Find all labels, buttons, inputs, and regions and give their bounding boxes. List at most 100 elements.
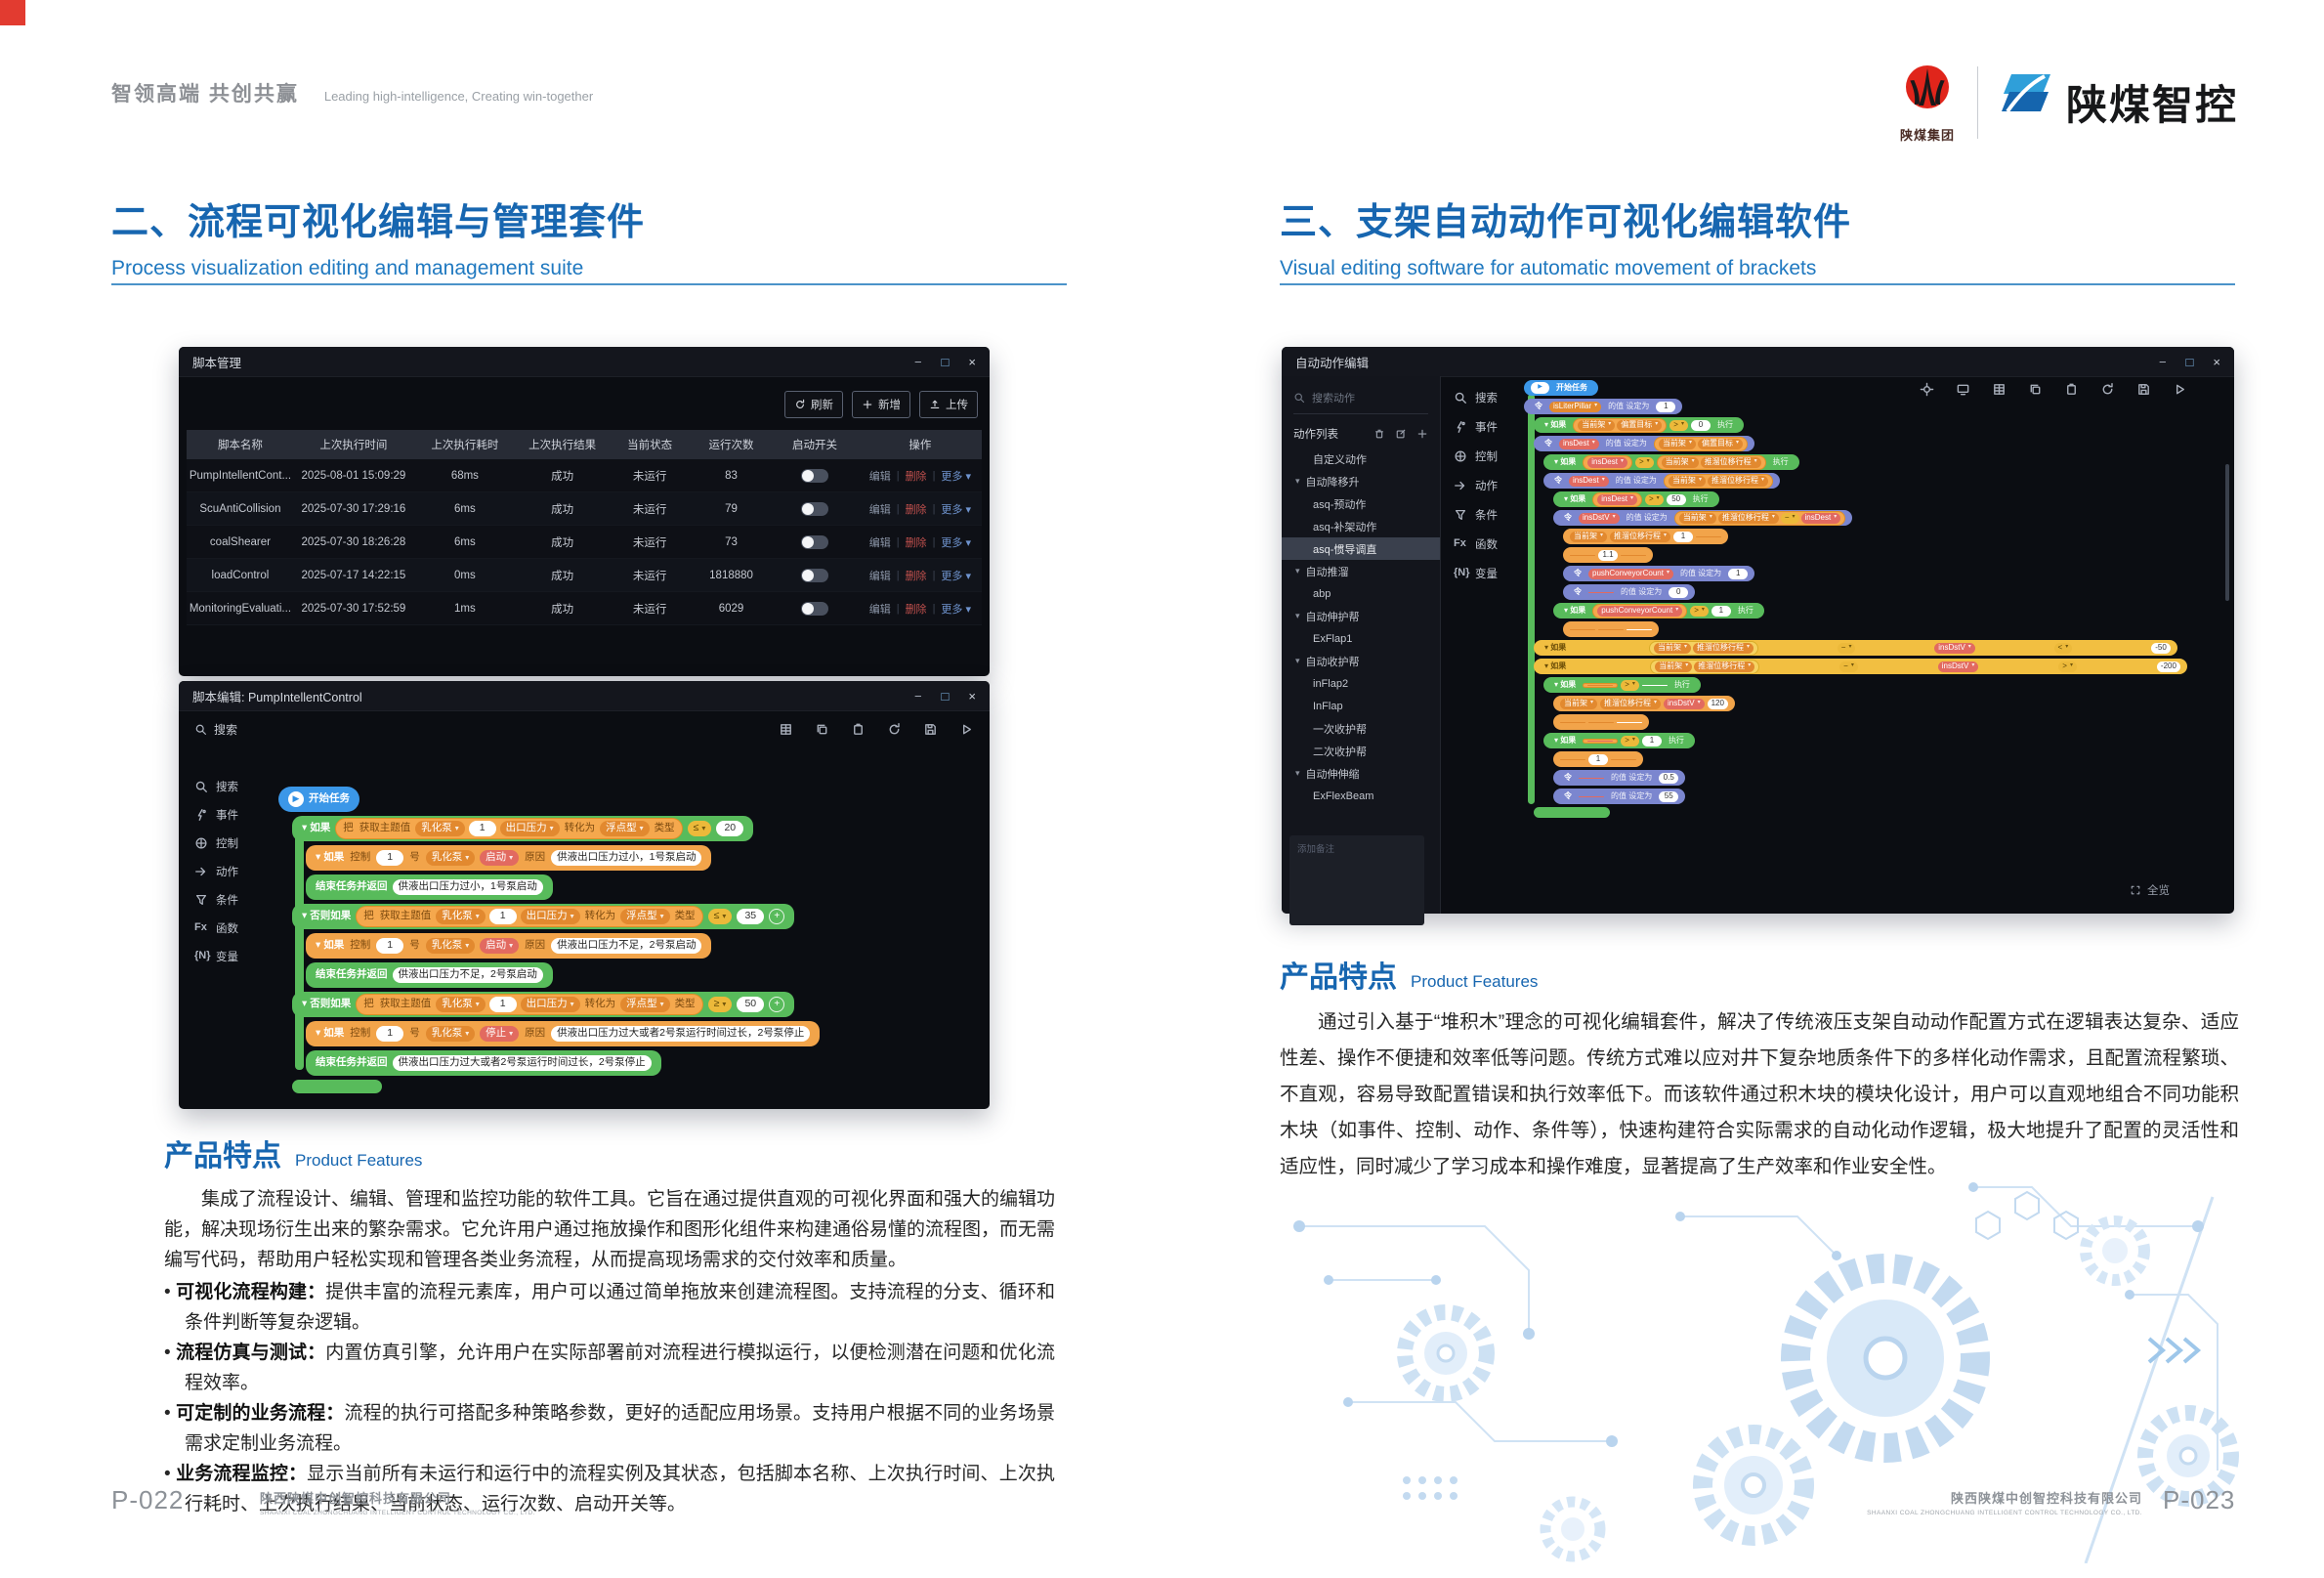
block-chip[interactable]: − ▾	[1780, 512, 1799, 524]
code-block[interactable]: 令 的值 设定为 55	[1553, 789, 1686, 804]
block-chip[interactable]: 供液出口压力过大或者2号泵运行时间过长，2号泵停止	[392, 1054, 652, 1072]
block-chip[interactable]	[1570, 628, 1595, 630]
block-capsule[interactable]: 当前架 ▾ 偏置目标 ▾	[1573, 417, 1668, 433]
tree-item-inFlap2[interactable]: inFlap2	[1282, 672, 1440, 695]
more-link[interactable]: 更多 ▾	[941, 603, 971, 616]
minimize-button[interactable]: −	[913, 354, 922, 369]
palette-item-变量[interactable]: {N} 变量	[194, 949, 238, 964]
block-chip[interactable]	[1598, 628, 1624, 630]
pointer-icon[interactable]	[1920, 382, 1934, 397]
code-block[interactable]: ▾ 如果 当前架 ▾ 偏置目标 ▾ > ▾ 0 执行	[1534, 417, 1744, 433]
code-block[interactable]	[292, 1080, 382, 1093]
block-chip[interactable]: > ▾	[1634, 456, 1654, 468]
code-block[interactable]: 结束任务并返回 供液出口压力过小，1号泵启动	[306, 874, 553, 900]
code-block[interactable]: 令 insDest ▾ 的值 设定为 当前架 ▾ 偏置目标 ▾	[1534, 436, 1754, 451]
block-chip[interactable]: 供液出口压力过小，1号泵启动	[392, 878, 543, 896]
toggle-switch[interactable]	[801, 468, 829, 483]
table-row[interactable]: ScuAntiCollision 2025-07-30 17:29:16 6ms 成功…	[187, 492, 982, 526]
trash-icon[interactable]	[1373, 428, 1385, 440]
add-icon[interactable]: +	[769, 997, 785, 1012]
block-capsule[interactable]: 把获取主题值 乳化泵 ▾ 1 出口压力 ▾ 转化为 浮点型 ▾ 类型	[335, 817, 683, 840]
block-chip[interactable]: 乳化泵 ▾	[425, 1025, 476, 1043]
close-button[interactable]: ×	[968, 354, 976, 369]
code-block[interactable]: ▾ 如果 控制 1 号乳化泵 ▾ 停止 ▾ 原因 供液出口压力过大或者2号泵运行时间过长，2号泵…	[306, 1021, 821, 1046]
block-chip[interactable]: 偏置目标 ▾	[1617, 419, 1663, 431]
tree-item-asq-预动作[interactable]: asq-预动作	[1282, 492, 1440, 515]
palette-item-动作[interactable]: 动作	[194, 864, 238, 879]
code-block[interactable]: 当前架 ▾ 推溜位移行程 ▾ 1	[1563, 529, 1729, 544]
copy-icon[interactable]	[815, 722, 829, 737]
more-link[interactable]: 更多 ▾	[941, 570, 971, 582]
tree-item-asq-补架动作[interactable]: asq-补架动作	[1282, 515, 1440, 537]
block-chip[interactable]	[1627, 628, 1652, 630]
code-block[interactable]: ▾ 如果 > ▾ 执行	[1543, 677, 1701, 693]
palette-item-函数[interactable]: Fx 函数	[194, 920, 238, 936]
block-capsule[interactable]: insDest ▾	[1583, 454, 1632, 470]
block-chip[interactable]: − ▾	[1839, 661, 1858, 672]
block-chip[interactable]	[1621, 554, 1646, 556]
block-chip[interactable]: 乳化泵 ▾	[425, 849, 476, 867]
code-block[interactable]: ▾ 如果 > ▾ 1 执行	[1543, 733, 1695, 748]
block-chip[interactable]: 浮点型 ▾	[620, 908, 670, 925]
code-block[interactable]: 令 insDstV ▾ 的值 设定为 当前架 ▾ 推溜位移行程 ▾ − ▾ insDest ▾	[1553, 510, 1853, 526]
block-capsule[interactable]: 当前架 ▾ 推溜位移行程 ▾	[1656, 454, 1766, 470]
code-block[interactable]: ▾ 如果 insDest ▾ > ▾ 当前架 ▾ 推溜位移行程 ▾ 执行	[1543, 454, 1799, 470]
code-block[interactable]: 令 pushConveyorCount ▾ 的值 设定为 1	[1563, 566, 1755, 581]
block-chip[interactable]	[1560, 758, 1585, 760]
code-block[interactable]: ▾ 如果把获取主题值 乳化泵 ▾ 1 出口压力 ▾ 转化为 浮点型 ▾ 类型 ≤ ▾ 20	[292, 816, 754, 841]
block-chip[interactable]	[1611, 758, 1636, 760]
note-input[interactable]: 添加备注	[1289, 835, 1424, 925]
block-chip[interactable]: 当前架 ▾	[1668, 475, 1706, 487]
delete-link[interactable]: 删除	[905, 570, 927, 582]
block-chip[interactable]	[1587, 740, 1614, 742]
block-chip[interactable]: > ▾	[1690, 605, 1709, 617]
block-chip[interactable]: 供液出口压力过小，1号泵启动	[551, 849, 702, 867]
edit-link[interactable]: 编辑	[868, 570, 891, 582]
minimize-button[interactable]: −	[2158, 354, 2167, 369]
code-block[interactable]	[1563, 621, 1659, 637]
block-chip[interactable]	[1588, 721, 1614, 723]
script-manager-titlebar[interactable]: 脚本管理 − □ ×	[179, 347, 990, 377]
palette-item-变量[interactable]: {N} 变量	[1454, 566, 1498, 581]
block-chip[interactable]	[1696, 535, 1722, 537]
plus-icon[interactable]	[1416, 428, 1428, 440]
close-button[interactable]: ×	[968, 688, 976, 704]
block-chip[interactable]: 当前架 ▾	[1661, 456, 1699, 468]
block-chip[interactable]: 1	[1673, 531, 1694, 542]
block-capsule[interactable]: 把获取主题值 乳化泵 ▾ 1 出口压力 ▾ 转化为 浮点型 ▾ 类型	[356, 993, 703, 1016]
block-chip[interactable]: > ▾	[1621, 735, 1639, 746]
play-icon[interactable]: ▶	[1531, 382, 1549, 394]
toggle-switch[interactable]	[801, 501, 829, 516]
plus-icon[interactable]	[862, 399, 873, 410]
palette-item-搜索[interactable]: 搜索	[1454, 390, 1498, 405]
palette-item-事件[interactable]: 事件	[1454, 419, 1498, 435]
block-chip[interactable]: insDstV ▾	[1937, 661, 1979, 672]
action-search-input[interactable]: 搜索动作	[1293, 390, 1428, 414]
code-block[interactable]: 令 isLiterPillar ▾ 的值 设定为 1	[1524, 399, 1683, 414]
tree-item-二次收护帮[interactable]: 二次收护帮	[1282, 740, 1440, 762]
block-chip[interactable]: 推溜位移行程 ▾	[1693, 642, 1754, 654]
refresh-icon[interactable]	[2100, 382, 2115, 397]
add-icon[interactable]: +	[769, 909, 785, 924]
code-block[interactable]: 结束任务并返回 供液出口压力不足，2号泵启动	[306, 962, 553, 988]
grid-icon[interactable]	[1992, 382, 2007, 397]
block-chip[interactable]: 偏置目标 ▾	[1697, 438, 1743, 449]
code-block[interactable]: ▾ 否则如果把获取主题值 乳化泵 ▾ 1 出口压力 ▾ 转化为 浮点型 ▾ 类型 ≤ ▾ 35 +	[292, 904, 795, 929]
code-block[interactable]: ▾ 否则如果把获取主题值 乳化泵 ▾ 1 出口压力 ▾ 转化为 浮点型 ▾ 类型 ≥ ▾ 50 +	[292, 992, 795, 1017]
edit-link[interactable]: 编辑	[868, 503, 891, 516]
block-chip[interactable]: 1	[376, 937, 404, 955]
block-chip[interactable]: 1	[376, 849, 404, 867]
block-chip[interactable]: 1	[1641, 735, 1662, 746]
save-icon[interactable]	[923, 722, 938, 737]
block-chip[interactable]: 1	[1728, 568, 1749, 579]
block-capsule[interactable]: 当前架 ▾ 推溜位移行程 ▾	[1663, 473, 1773, 489]
block-capsule[interactable]: 把获取主题值 乳化泵 ▾ 1 出口压力 ▾ 转化为 浮点型 ▾ 类型	[356, 905, 703, 928]
block-chip[interactable]: ≤ ▾	[687, 820, 712, 837]
block-chip[interactable]: 启动 ▾	[480, 849, 520, 867]
tree-item-自定义动作[interactable]: 自定义动作	[1282, 448, 1440, 470]
toggle-switch[interactable]	[801, 568, 829, 582]
more-link[interactable]: 更多 ▾	[941, 470, 971, 483]
block-chip[interactable]: insDest ▾	[1800, 512, 1841, 524]
tree-item-ExFlap1[interactable]: ExFlap1	[1282, 627, 1440, 650]
block-chip[interactable]: 1	[468, 820, 496, 837]
